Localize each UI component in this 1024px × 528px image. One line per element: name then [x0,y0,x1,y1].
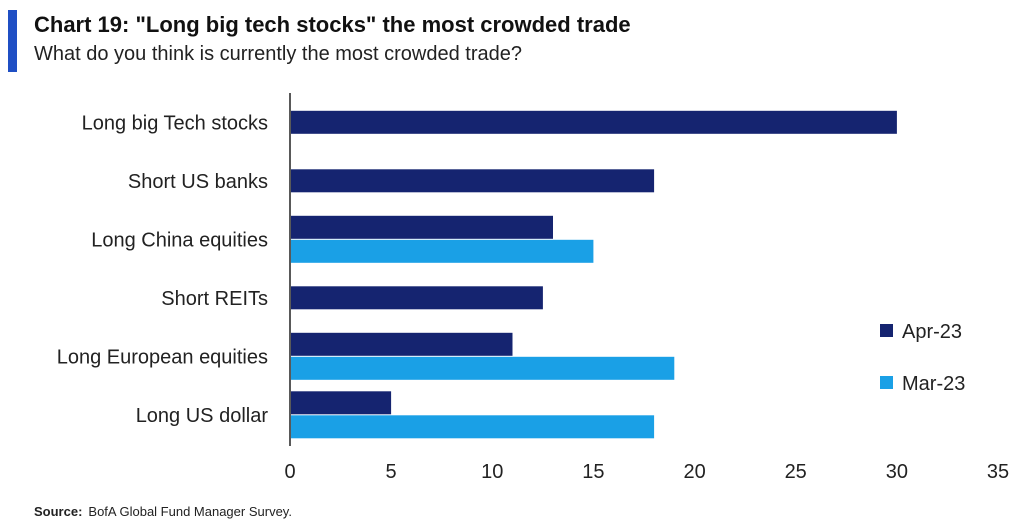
category-label: Long big Tech stocks [82,112,268,134]
x-tick-label: 35 [987,461,1009,483]
category-label: Long US dollar [136,405,269,427]
bar-apr-23-3 [291,286,543,310]
x-tick-labels: 0 5 10 15 20 25 30 35 [284,461,1009,483]
category-label: Short REITs [161,288,268,310]
chart-subtitle: What do you think is currently the most … [34,43,523,65]
bar-mar-23-2 [291,239,594,263]
bar-apr-23-0 [291,110,897,134]
source-label: Source: [34,504,83,519]
category-labels: Long big Tech stocks Short US banks Long C… [57,112,269,427]
bar-apr-23-5 [291,391,392,415]
x-tick-label: 10 [481,461,503,483]
source-note: Source: BofA Global Fund Manager Survey. [34,504,292,519]
category-label: Long China equities [91,229,268,251]
x-tick-label: 25 [785,461,807,483]
bar-apr-23-1 [291,169,655,193]
legend-label: Mar-23 [902,373,965,395]
legend-swatch-apr-23 [880,324,893,337]
x-tick-label: 15 [582,461,604,483]
bar-mar-23-4 [291,356,675,380]
chart-title: Chart 19: "Long big tech stocks" the mos… [34,12,631,37]
legend-label: Apr-23 [902,321,962,343]
chart-legend: Apr-23 Mar-23 [880,321,965,395]
bar-mar-23-5 [291,415,655,439]
x-tick-label: 5 [386,461,397,483]
legend-swatch-mar-23 [880,376,893,389]
chart-bars [291,110,897,439]
category-label: Short US banks [128,171,268,193]
x-tick-label: 0 [284,461,295,483]
bar-apr-23-2 [291,215,553,239]
source-text: BofA Global Fund Manager Survey. [88,504,292,519]
bar-apr-23-4 [291,332,513,356]
title-accent-bar [8,10,17,72]
x-tick-label: 30 [886,461,908,483]
x-tick-label: 20 [683,461,705,483]
category-label: Long European equities [57,346,268,368]
